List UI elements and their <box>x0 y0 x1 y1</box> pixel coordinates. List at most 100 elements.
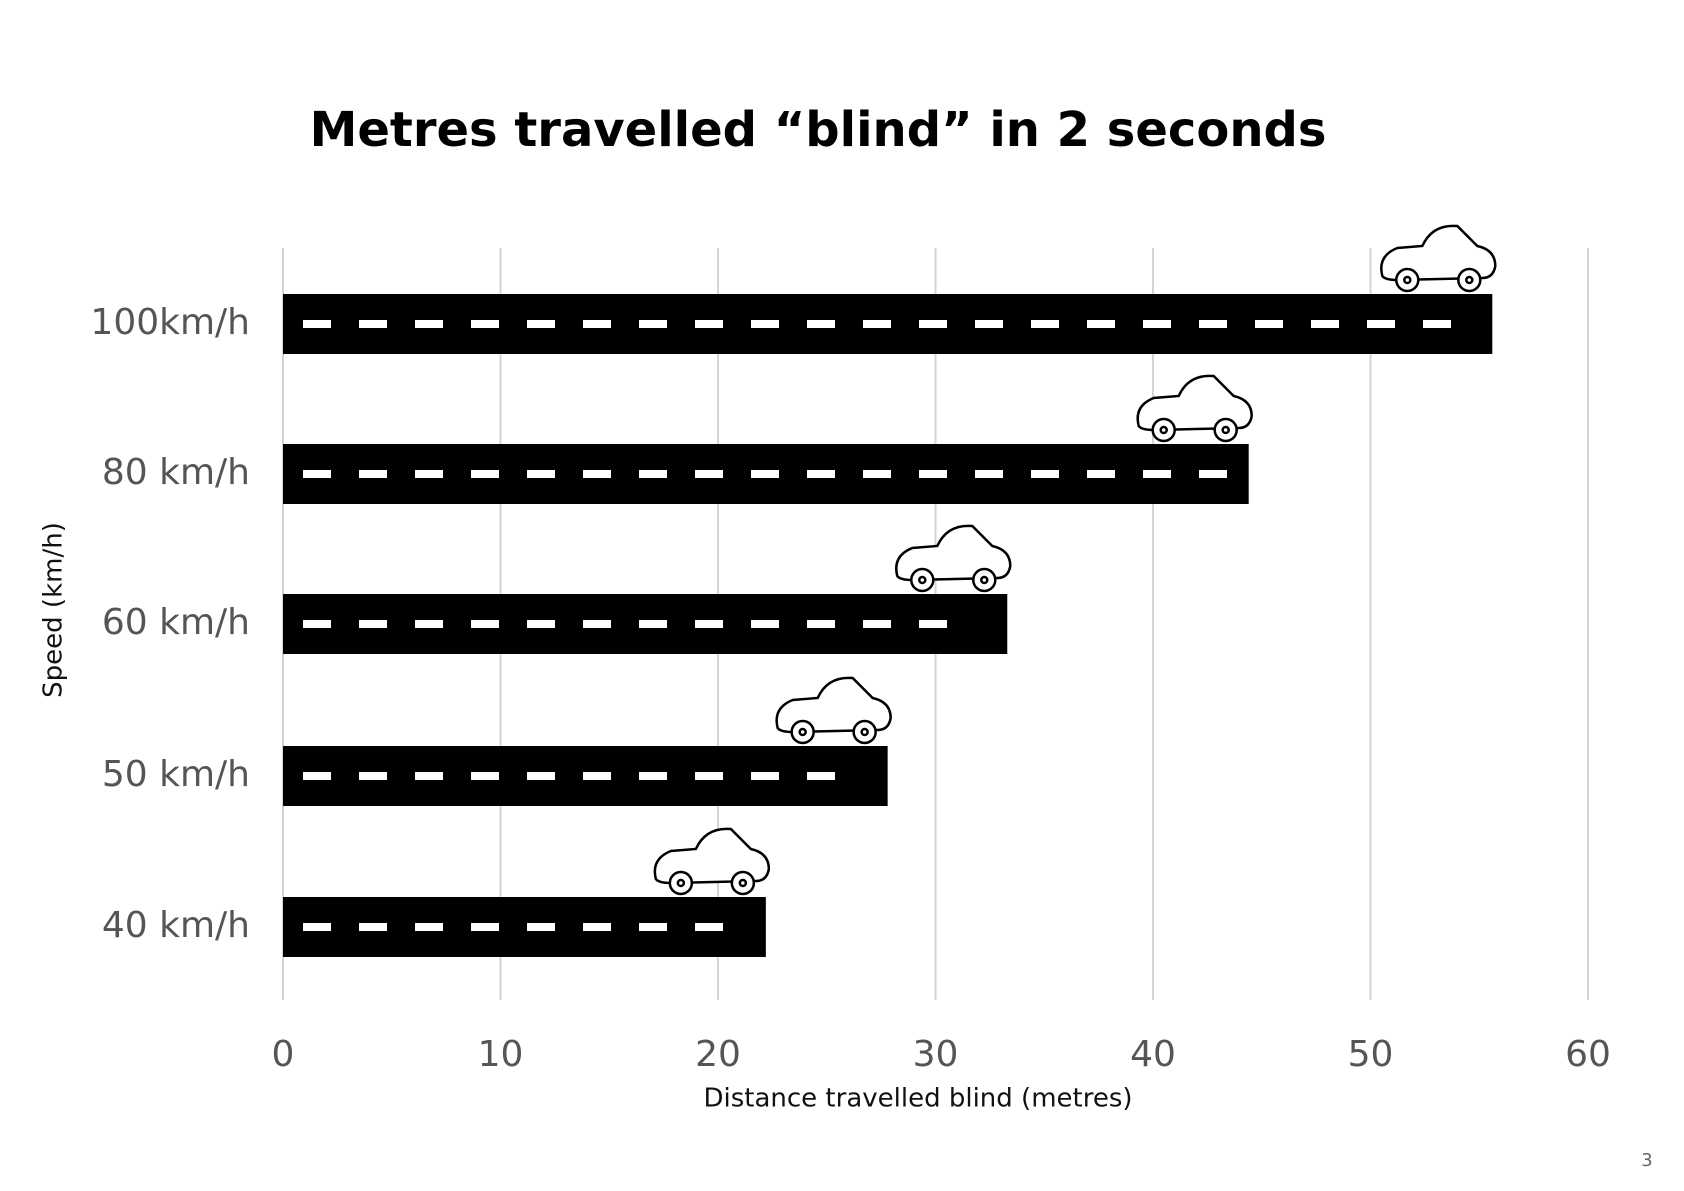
road-dash <box>1143 320 1171 328</box>
road-dash <box>1367 320 1395 328</box>
road-dash <box>1255 320 1283 328</box>
road-dash <box>303 620 331 628</box>
x-tick-label: 40 <box>1130 1034 1176 1075</box>
road-dash <box>359 470 387 478</box>
road-dash <box>583 620 611 628</box>
road-dash <box>975 320 1003 328</box>
car-hub <box>980 575 989 585</box>
road-dash <box>471 320 499 328</box>
road-dash <box>1087 320 1115 328</box>
road-dash <box>415 470 443 478</box>
road-dash <box>639 320 667 328</box>
road-dash <box>471 772 499 780</box>
road-dash <box>695 620 723 628</box>
road-dash <box>1199 470 1227 478</box>
x-tick-label: 60 <box>1565 1034 1611 1075</box>
y-tick-label: 100km/h <box>90 302 250 343</box>
road-dash <box>1031 470 1059 478</box>
road-dash <box>303 923 331 931</box>
road-dash <box>359 923 387 931</box>
road-dash <box>303 470 331 478</box>
x-tick-label: 10 <box>478 1034 524 1075</box>
car-hub <box>1403 275 1412 285</box>
y-tick-label: 60 km/h <box>102 602 250 643</box>
road-dash <box>919 320 947 328</box>
x-tick-label: 50 <box>1348 1034 1394 1075</box>
car-icon <box>1136 374 1253 443</box>
road-dash <box>639 470 667 478</box>
road-dash <box>359 620 387 628</box>
road-dash <box>415 772 443 780</box>
road-dash <box>863 320 891 328</box>
road-dash <box>303 772 331 780</box>
x-tick-label: 0 <box>272 1034 295 1075</box>
road-dash <box>527 320 555 328</box>
car-icon <box>653 827 771 896</box>
y-tick-label: 80 km/h <box>102 452 250 493</box>
road-dash <box>415 923 443 931</box>
road-dash <box>583 320 611 328</box>
road-dash <box>863 470 891 478</box>
car-hub <box>738 878 748 888</box>
road-dash <box>415 320 443 328</box>
road-dash <box>695 320 723 328</box>
road-dash <box>583 923 611 931</box>
car-hub <box>798 727 807 737</box>
car-icon <box>775 676 892 745</box>
road-dash <box>1143 470 1171 478</box>
road-dash <box>527 470 555 478</box>
road-dash <box>527 620 555 628</box>
road-dash <box>695 923 723 931</box>
road-dash <box>1031 320 1059 328</box>
x-tick-label: 20 <box>695 1034 741 1075</box>
road-dash <box>583 470 611 478</box>
road-dash <box>751 620 779 628</box>
car-hub <box>1159 425 1168 435</box>
road-dash <box>303 320 331 328</box>
road-dash <box>1087 470 1115 478</box>
car-hub <box>860 727 869 737</box>
road-dash <box>751 470 779 478</box>
road-dash <box>639 923 667 931</box>
road-dash <box>975 470 1003 478</box>
bar <box>283 897 766 957</box>
car-icon <box>1380 224 1497 293</box>
road-dash <box>639 772 667 780</box>
road-dash <box>919 620 947 628</box>
road-dash <box>527 772 555 780</box>
road-dash <box>471 923 499 931</box>
x-tick-label: 30 <box>913 1034 959 1075</box>
page-number: 3 <box>1641 1150 1652 1171</box>
road-dash <box>583 772 611 780</box>
car-hub <box>918 575 927 585</box>
road-dash <box>1311 320 1339 328</box>
road-dash <box>359 320 387 328</box>
road-dash <box>807 620 835 628</box>
road-dash <box>1199 320 1227 328</box>
y-axis-label: Speed (km/h) <box>39 522 69 698</box>
y-tick-label: 40 km/h <box>102 905 250 946</box>
road-dash <box>695 772 723 780</box>
road-dash <box>751 772 779 780</box>
road-dash <box>807 320 835 328</box>
road-dash <box>695 470 723 478</box>
x-axis-label: Distance travelled blind (metres) <box>703 1084 1132 1114</box>
car-hub <box>1465 275 1474 285</box>
road-dash <box>1423 320 1451 328</box>
road-dash <box>415 620 443 628</box>
car-hub <box>1221 425 1230 435</box>
road-dash <box>639 620 667 628</box>
car-icon <box>895 524 1012 593</box>
chart-title: Metres travelled “blind” in 2 seconds <box>310 102 1327 158</box>
road-dash <box>471 470 499 478</box>
road-dash <box>471 620 499 628</box>
road-dash <box>527 923 555 931</box>
road-dash <box>807 772 835 780</box>
road-dash <box>807 470 835 478</box>
road-dash <box>359 772 387 780</box>
road-dash <box>751 320 779 328</box>
road-dash <box>863 620 891 628</box>
y-tick-label: 50 km/h <box>102 754 250 795</box>
road-dash <box>919 470 947 478</box>
